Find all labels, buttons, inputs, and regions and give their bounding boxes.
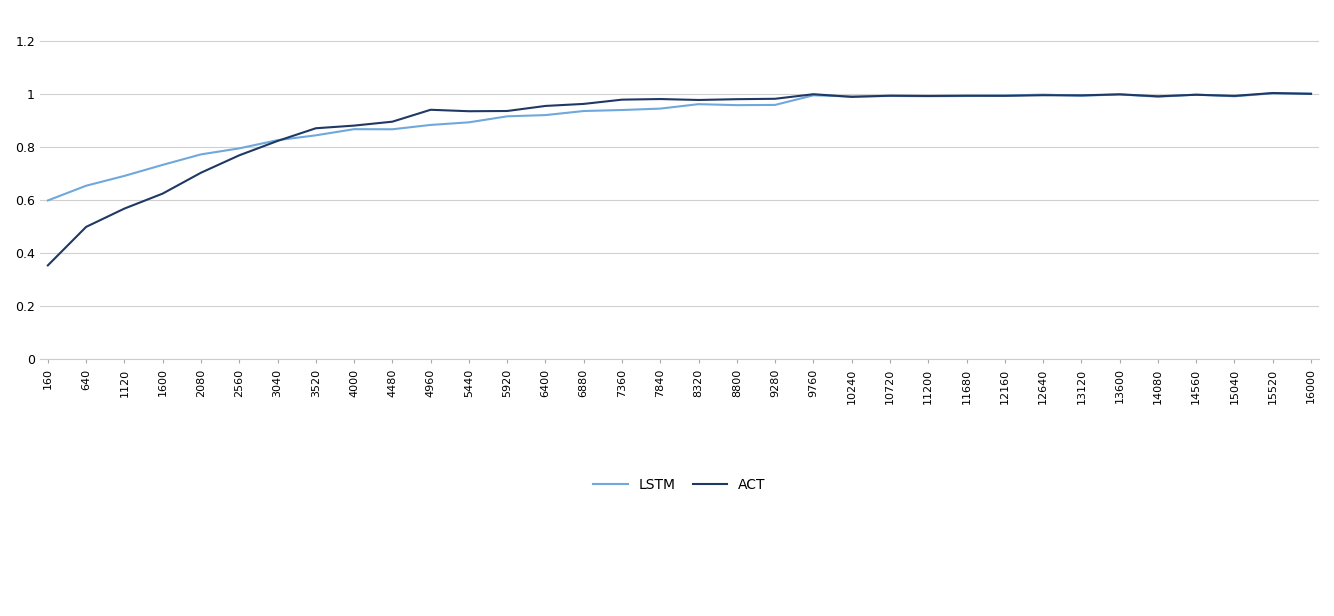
LSTM <box>155 161 171 169</box>
ACT <box>1303 90 1319 97</box>
LSTM <box>1111 91 1127 98</box>
ACT <box>499 107 515 115</box>
LSTM <box>767 101 783 108</box>
LSTM <box>79 182 95 190</box>
LSTM <box>1189 91 1205 99</box>
LSTM <box>691 100 707 108</box>
LSTM <box>1303 90 1319 97</box>
ACT <box>576 100 592 108</box>
LSTM <box>269 137 285 144</box>
Line: LSTM: LSTM <box>48 93 1311 200</box>
LSTM <box>538 111 554 119</box>
LSTM <box>652 105 668 112</box>
LSTM <box>308 132 324 139</box>
Line: ACT: ACT <box>48 93 1311 265</box>
ACT <box>728 95 744 103</box>
ACT <box>843 93 859 100</box>
ACT <box>538 102 554 110</box>
ACT <box>1265 89 1281 97</box>
ACT <box>116 205 132 213</box>
LSTM <box>806 92 822 99</box>
ACT <box>614 96 630 103</box>
ACT <box>1150 92 1166 100</box>
ACT <box>920 92 936 100</box>
LSTM <box>116 172 132 180</box>
LSTM <box>1035 91 1051 99</box>
LSTM <box>499 113 515 120</box>
ACT <box>384 118 400 126</box>
ACT <box>652 95 668 103</box>
ACT <box>79 223 95 230</box>
ACT <box>40 262 56 269</box>
LSTM <box>193 151 209 158</box>
LSTM <box>614 107 630 114</box>
LSTM <box>1265 89 1281 97</box>
LSTM <box>40 197 56 204</box>
LSTM <box>728 102 744 109</box>
LSTM <box>1074 92 1090 99</box>
ACT <box>346 122 362 129</box>
LSTM <box>1150 93 1166 100</box>
LSTM <box>346 126 362 133</box>
ACT <box>1074 92 1090 99</box>
LSTM <box>920 92 936 100</box>
Legend: LSTM, ACT: LSTM, ACT <box>587 472 771 497</box>
ACT <box>193 169 209 176</box>
ACT <box>767 95 783 102</box>
LSTM <box>576 107 592 115</box>
ACT <box>308 124 324 132</box>
LSTM <box>882 92 898 100</box>
LSTM <box>384 126 400 133</box>
LSTM <box>843 93 859 100</box>
LSTM <box>959 92 975 100</box>
ACT <box>460 108 476 115</box>
ACT <box>231 152 247 159</box>
LSTM <box>1226 92 1242 100</box>
LSTM <box>423 121 439 129</box>
ACT <box>882 92 898 99</box>
ACT <box>959 92 975 99</box>
ACT <box>155 190 171 197</box>
ACT <box>1226 92 1242 100</box>
ACT <box>269 137 285 145</box>
ACT <box>1189 91 1205 99</box>
ACT <box>423 106 439 113</box>
LSTM <box>231 145 247 152</box>
ACT <box>1035 92 1051 99</box>
LSTM <box>996 92 1013 99</box>
LSTM <box>460 119 476 126</box>
ACT <box>996 92 1013 100</box>
ACT <box>691 96 707 103</box>
ACT <box>806 91 822 98</box>
ACT <box>1111 91 1127 98</box>
